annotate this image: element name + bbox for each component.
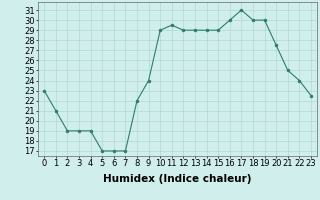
X-axis label: Humidex (Indice chaleur): Humidex (Indice chaleur) — [103, 174, 252, 184]
